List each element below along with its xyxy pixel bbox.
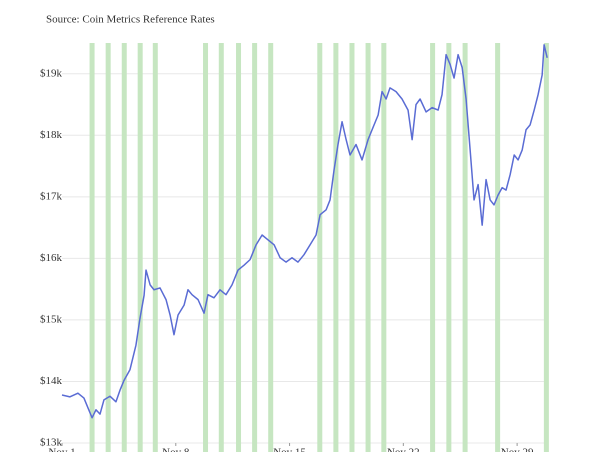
x-tick-label: Nov 8 [162, 447, 190, 452]
x-tick-label: Nov 29 [501, 447, 534, 452]
y-tick-label: $13k [40, 437, 63, 449]
highlight-band [152, 43, 158, 452]
highlight-band [105, 43, 111, 452]
chart-source: Source: Coin Metrics Reference Rates [46, 14, 215, 26]
highlight-band [543, 43, 549, 452]
y-tick-label: $19k [40, 67, 63, 79]
y-tick-label: $18k [40, 129, 63, 141]
highlight-band [203, 43, 209, 452]
y-tick-label: $15k [40, 313, 63, 325]
highlight-band [462, 43, 468, 452]
highlight-band [121, 43, 127, 452]
highlight-band [430, 43, 436, 452]
x-tick-label: Nov 22 [387, 447, 420, 452]
highlight-band [317, 43, 323, 452]
highlight-band [218, 43, 224, 452]
highlight-band [333, 43, 339, 452]
highlight-band [365, 43, 371, 452]
price-line [61, 44, 548, 419]
highlight-band [89, 43, 95, 452]
y-tick-label: $16k [40, 252, 63, 264]
highlight-band [446, 43, 452, 452]
highlight-band [381, 43, 387, 452]
y-tick-label: $14k [40, 375, 63, 387]
x-tick-label: Nov 1 [48, 447, 75, 452]
highlight-band [236, 43, 242, 452]
highlight-band [268, 43, 274, 452]
highlight-band [349, 43, 355, 452]
highlight-band [495, 43, 501, 452]
highlight-band [137, 43, 143, 452]
x-tick-label: Nov 15 [273, 447, 306, 452]
y-tick-label: $17k [40, 190, 63, 202]
